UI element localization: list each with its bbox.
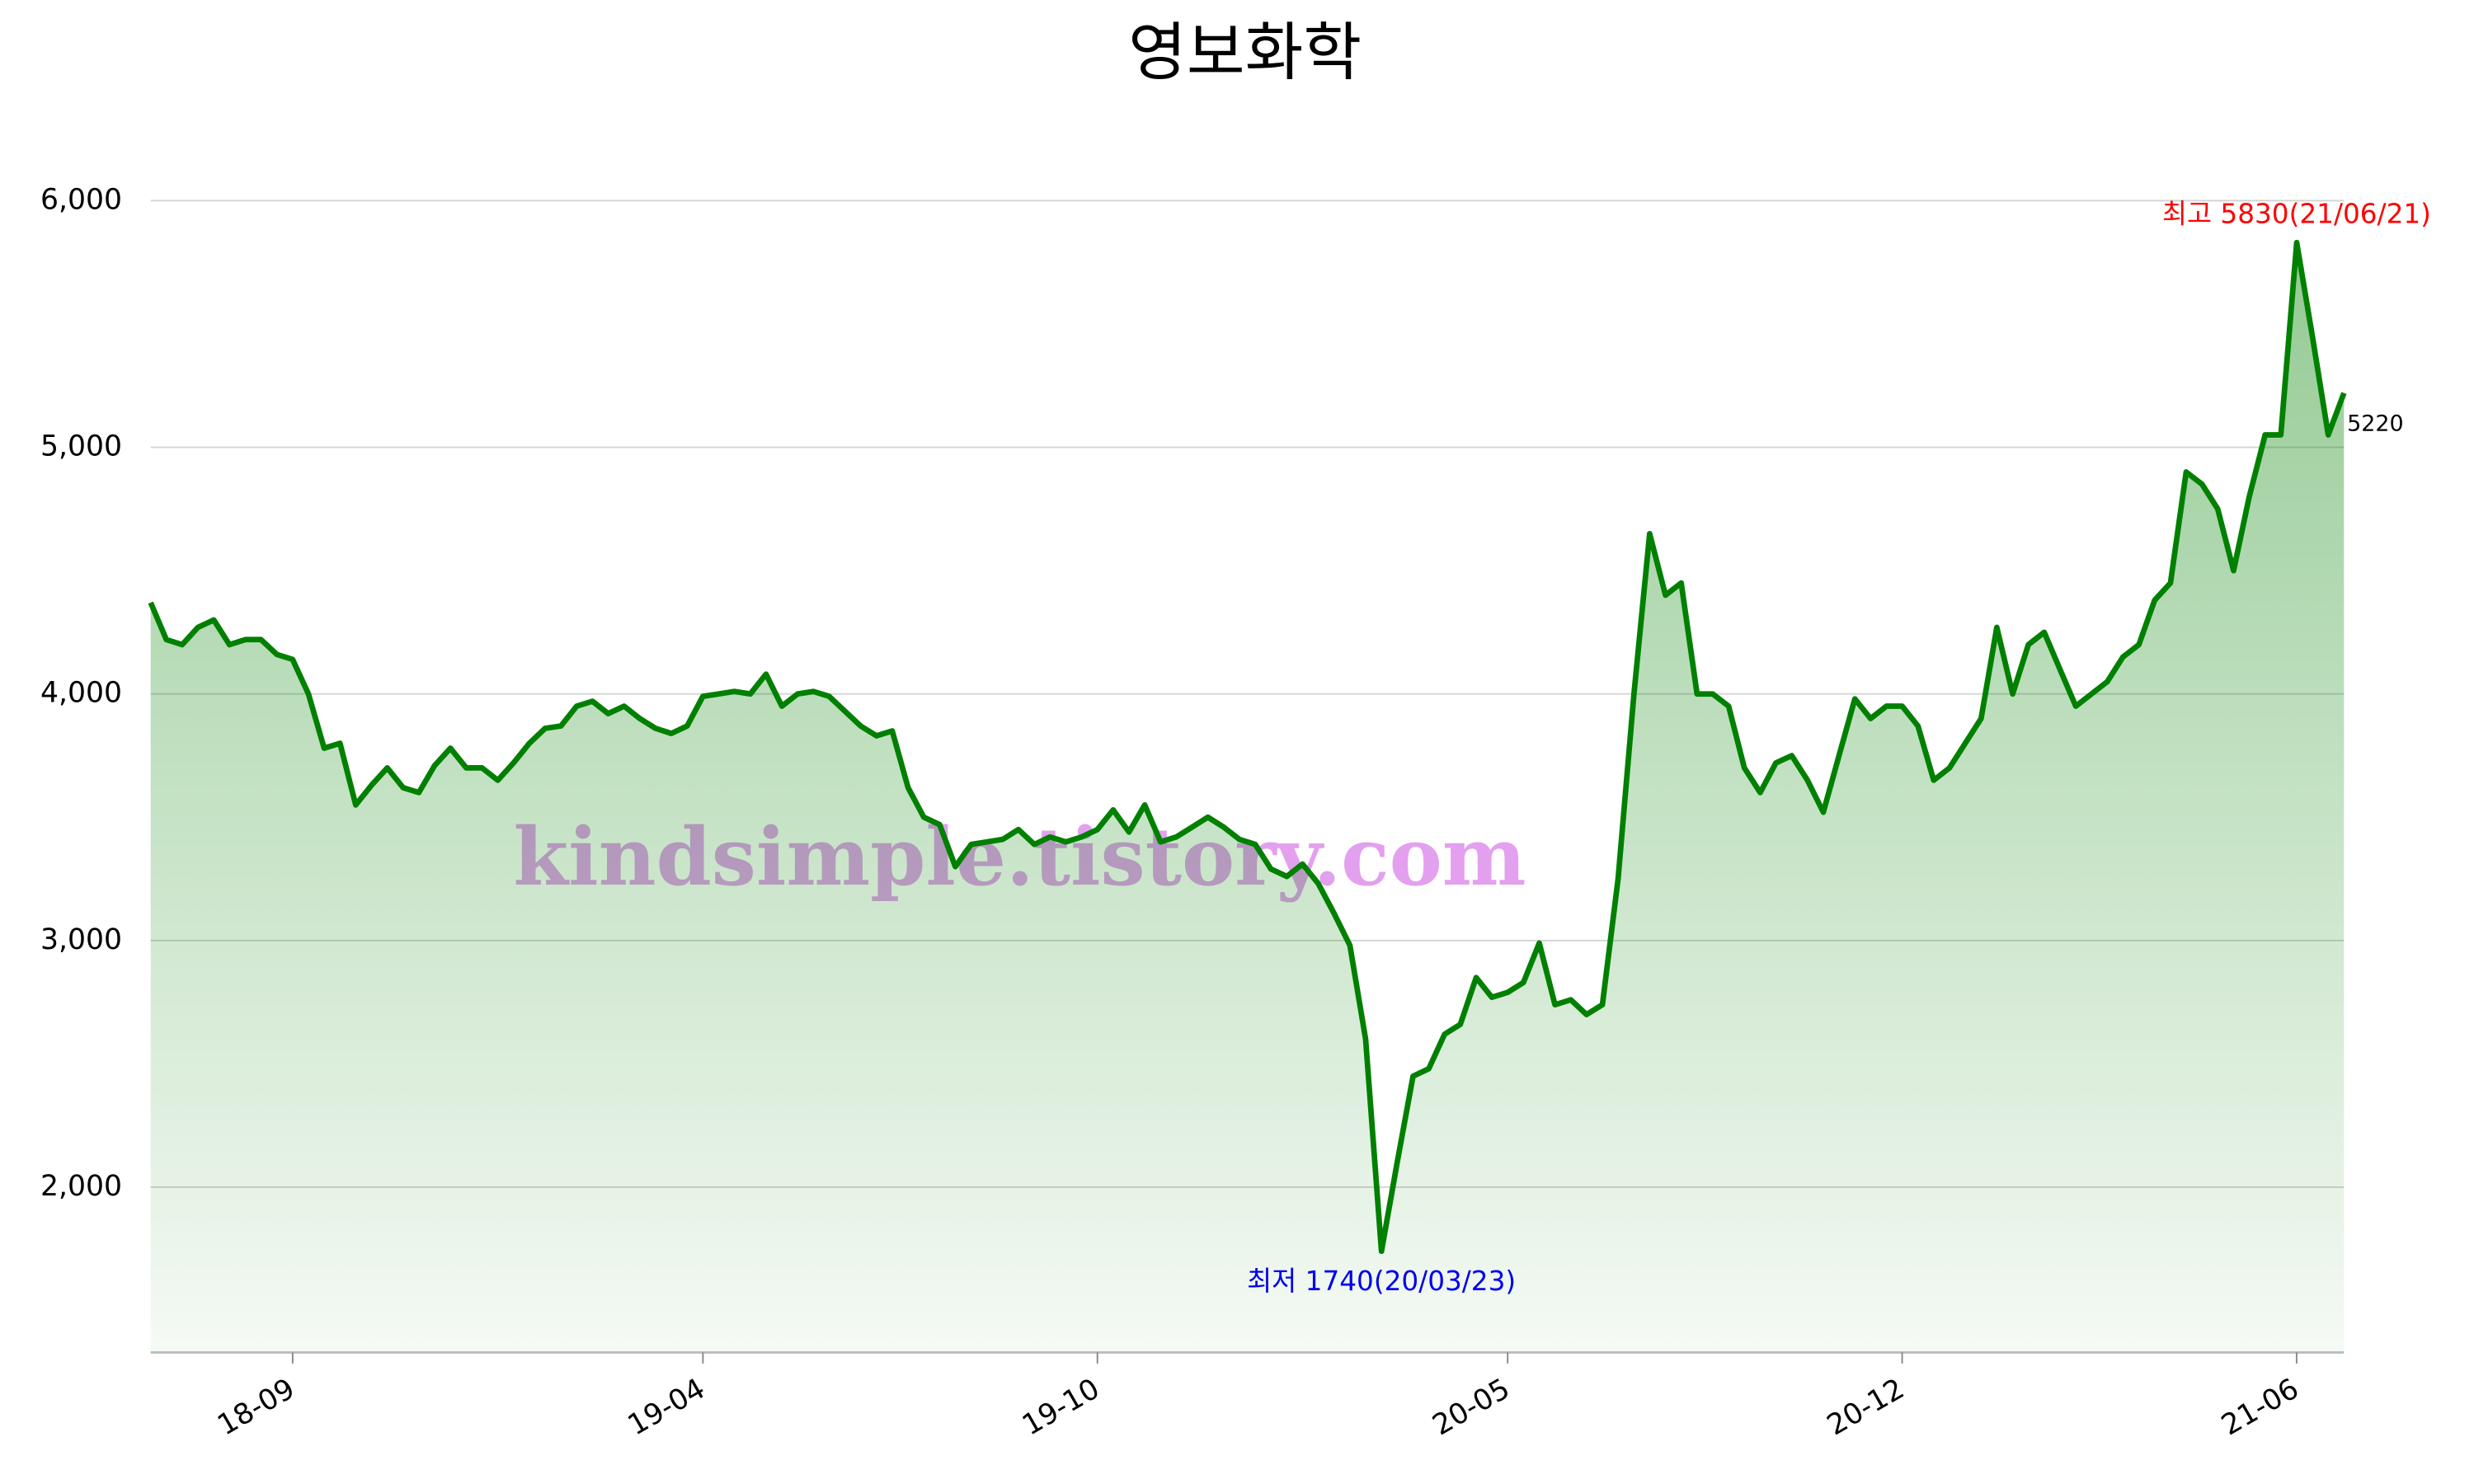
y-tick-label: 4,000 [40, 677, 122, 710]
y-tick-label: 5,000 [40, 430, 122, 463]
low-label: 최저 1740(20/03/23) [1247, 1266, 1516, 1297]
y-tick-label: 3,000 [40, 923, 122, 956]
chart-title: 영보화학 [1128, 16, 1362, 90]
x-tick-label: 18-09 [212, 1373, 300, 1443]
y-tick-label: 2,000 [40, 1170, 122, 1203]
high-label: 최고 5830(21/06/21) [2162, 199, 2431, 230]
price-line [148, 239, 2347, 1255]
y-tick-label: 6,000 [40, 183, 122, 216]
x-tick-label: 19-04 [623, 1373, 711, 1443]
area-fill [150, 242, 2345, 1353]
x-tick-label: 20-12 [1822, 1373, 1910, 1443]
last-value-label: 5220 [2347, 411, 2403, 437]
x-tick-label: 21-06 [2216, 1373, 2304, 1443]
x-tick-label: 19-10 [1017, 1373, 1105, 1443]
x-tick-label: 20-05 [1427, 1373, 1516, 1443]
